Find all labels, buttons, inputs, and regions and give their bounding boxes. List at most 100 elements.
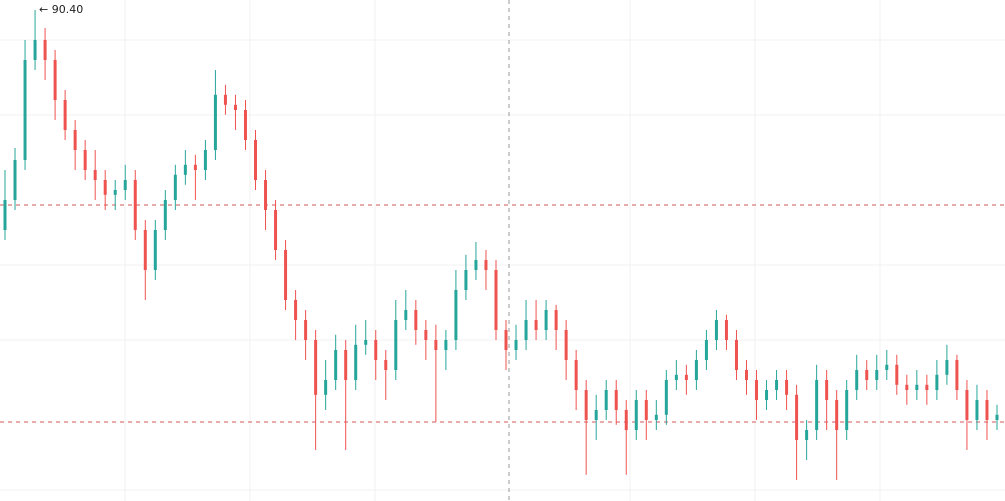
candle-body bbox=[133, 180, 137, 230]
candle-body bbox=[494, 270, 498, 330]
candle-body bbox=[173, 174, 177, 200]
candle-body bbox=[714, 320, 718, 340]
candle-body bbox=[264, 180, 268, 210]
candle-body bbox=[855, 370, 859, 390]
candle-body bbox=[43, 40, 47, 60]
candle-body bbox=[414, 310, 418, 330]
candle-body bbox=[384, 360, 388, 370]
candle-body bbox=[594, 410, 598, 420]
candle-body bbox=[354, 344, 358, 380]
candle-body bbox=[123, 180, 127, 190]
candle-body bbox=[73, 130, 77, 150]
candle-body bbox=[674, 374, 678, 380]
candle-body bbox=[454, 290, 458, 340]
candle-body bbox=[274, 210, 278, 250]
candle-body bbox=[514, 340, 518, 350]
candle-body bbox=[604, 390, 608, 410]
candle-body bbox=[344, 350, 348, 380]
candle-body bbox=[183, 164, 187, 175]
candle-body bbox=[524, 320, 528, 340]
candle-body bbox=[504, 330, 508, 350]
candle-body bbox=[153, 230, 157, 270]
candle-body bbox=[614, 390, 618, 410]
candle-body bbox=[734, 340, 738, 370]
candle-body bbox=[13, 160, 17, 200]
candle-body bbox=[424, 330, 428, 340]
candle-body bbox=[915, 384, 919, 390]
candle-body bbox=[694, 360, 698, 380]
candle-body bbox=[775, 380, 779, 390]
candle-body bbox=[574, 360, 578, 390]
candle-body bbox=[254, 140, 258, 180]
candle-body bbox=[33, 40, 37, 60]
candle-body bbox=[905, 384, 909, 390]
candle-body bbox=[875, 370, 879, 380]
candle-body bbox=[925, 384, 929, 390]
candle-body bbox=[83, 150, 87, 170]
candle-body bbox=[294, 300, 298, 320]
candle-body bbox=[965, 390, 969, 420]
candle-body bbox=[444, 340, 448, 350]
candle-body bbox=[394, 320, 398, 370]
candle-body bbox=[975, 400, 979, 420]
candle-body bbox=[103, 180, 107, 195]
candle-body bbox=[865, 370, 869, 380]
candle-body bbox=[985, 400, 989, 420]
candle-body bbox=[464, 270, 468, 290]
candle-body bbox=[143, 230, 147, 270]
candle-body bbox=[223, 94, 227, 105]
candle-body bbox=[554, 310, 558, 330]
candles bbox=[3, 10, 999, 480]
candle-body bbox=[243, 110, 247, 140]
candle-body bbox=[825, 380, 829, 400]
max-price-label: ← 90.40 bbox=[39, 3, 83, 16]
candle-body bbox=[684, 374, 688, 380]
candle-body bbox=[53, 60, 57, 100]
candle-body bbox=[955, 360, 959, 390]
candle-body bbox=[484, 260, 488, 270]
candle-body bbox=[885, 364, 889, 370]
candle-body bbox=[634, 400, 638, 430]
candle-body bbox=[995, 414, 999, 420]
candle-body bbox=[474, 260, 478, 270]
candle-body bbox=[284, 250, 288, 300]
candle-body bbox=[3, 200, 7, 230]
candle-body bbox=[744, 370, 748, 380]
candle-body bbox=[584, 390, 588, 420]
candle-body bbox=[23, 60, 27, 160]
candle-body bbox=[724, 320, 728, 340]
candle-body bbox=[835, 400, 839, 430]
candle-body bbox=[805, 430, 809, 440]
candle-body bbox=[203, 150, 207, 170]
candle-body bbox=[564, 330, 568, 360]
candle-body bbox=[935, 374, 939, 390]
candle-body bbox=[404, 310, 408, 320]
candle-body bbox=[945, 360, 949, 375]
candle-body bbox=[163, 200, 167, 230]
candle-body bbox=[193, 164, 197, 170]
candle-body bbox=[213, 94, 217, 150]
candle-body bbox=[815, 380, 819, 430]
candle-body bbox=[664, 380, 668, 415]
candle-body bbox=[895, 364, 899, 385]
candle-body bbox=[374, 340, 378, 360]
candle-body bbox=[785, 380, 789, 395]
candle-body bbox=[624, 410, 628, 430]
candle-body bbox=[304, 320, 308, 340]
candle-body bbox=[765, 390, 769, 400]
candle-body bbox=[324, 380, 328, 395]
candle-body bbox=[93, 170, 97, 180]
candle-body bbox=[334, 350, 338, 380]
candle-body bbox=[845, 390, 849, 430]
candle-body bbox=[544, 310, 548, 330]
candle-body bbox=[704, 340, 708, 360]
candle-body bbox=[113, 190, 117, 195]
candle-body bbox=[63, 100, 67, 130]
candle-body bbox=[534, 320, 538, 330]
candle-body bbox=[795, 394, 799, 440]
candle-body bbox=[755, 380, 759, 400]
candle-body bbox=[434, 340, 438, 350]
